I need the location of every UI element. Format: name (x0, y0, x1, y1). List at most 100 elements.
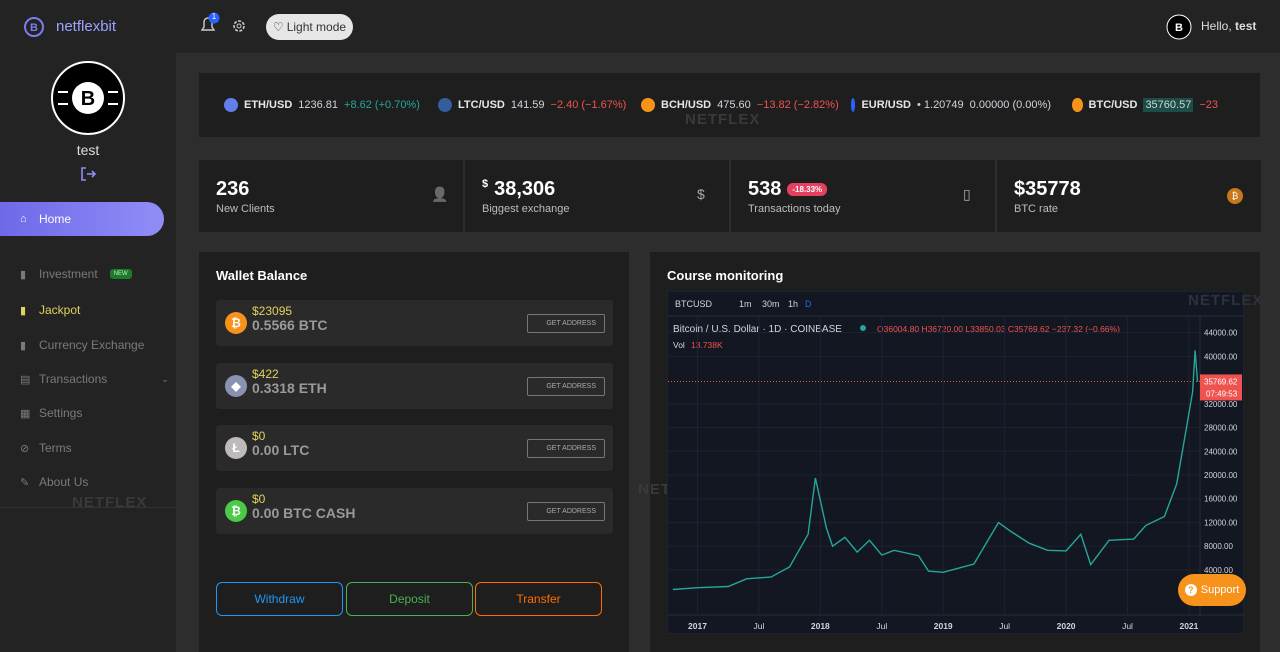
ticker-price: 1236.81 (298, 99, 339, 111)
ticker-change: −23 (1199, 99, 1218, 111)
price-chart: BTCUSD Bitcoin / U.S. Dollar · 1D · COIN… (667, 291, 1244, 634)
topbar: 1 ♡ Light mode B Hello, test (176, 0, 1280, 53)
notification-count: 1 (211, 12, 217, 21)
svg-text:B: B (1175, 22, 1183, 34)
ticker-item[interactable]: LTC/USD 141.59 −2.40 (−1.67%) (438, 98, 626, 112)
y-tick-label: 32000.00 (1204, 400, 1238, 409)
support-label: Support (1200, 584, 1240, 596)
get-address-button[interactable]: GET ADDRESS (527, 439, 605, 458)
svg-text:B: B (81, 88, 95, 110)
ticker-symbol: ETH/USD (244, 99, 293, 111)
ticker-icon (1072, 98, 1083, 112)
wallet-amount: 0.00 BTC CASH (252, 505, 356, 521)
wallet-amount: 0.3318 ETH (252, 380, 327, 396)
x-tick-label: Jul (1122, 621, 1133, 631)
ticker-icon (641, 98, 655, 112)
wallet-usd: $422 (252, 367, 279, 381)
menu-item[interactable]: ▤ Transactions ⌄ (20, 372, 169, 386)
course-title: Course monitoring (667, 268, 784, 283)
x-tick-label: 2018 (811, 621, 830, 631)
action-button[interactable]: Transfer (475, 582, 602, 616)
chart-symbol: BTCUSD (675, 299, 713, 309)
x-tick-label: 2019 (934, 621, 953, 631)
ticker-item[interactable]: BTC/USD 35760.57 −23 (1072, 98, 1218, 112)
support-button[interactable]: ? Support (1178, 574, 1246, 606)
menu-label: Home (39, 212, 72, 226)
stat-label: BTC rate (1014, 203, 1059, 215)
menu-item[interactable]: ▦ Settings (20, 406, 82, 420)
get-address-button[interactable]: GET ADDRESS (527, 377, 605, 396)
menu-item[interactable]: ▮ Investment NEW (20, 267, 132, 281)
price-tag: 35769.62 (1204, 377, 1238, 386)
get-address-button[interactable]: GET ADDRESS (527, 314, 605, 333)
watermark: NETFLEX (685, 111, 761, 128)
wallet-usd: $0 (252, 429, 266, 443)
menu-item[interactable]: ✎ About Us (20, 475, 88, 489)
menu-icon: ▮ (20, 304, 27, 317)
chart-legend-name: Bitcoin / U.S. Dollar · 1D · COINBASE (673, 324, 842, 335)
ticker-icon (224, 98, 238, 112)
wallet-item: Ł $0 0.00 LTC GET ADDRESS (216, 425, 613, 471)
stat-card: $35778 BTC rate ₿ (997, 160, 1261, 232)
menu-label: Terms (39, 441, 72, 455)
settings-icon[interactable] (232, 19, 246, 33)
y-tick-label: 8000.00 (1204, 542, 1233, 551)
x-tick-label: 2021 (1179, 621, 1198, 631)
stat-card: 236 New Clients 👤 (199, 160, 463, 232)
coin-icon: ◆ (225, 375, 247, 397)
menu-item[interactable]: ▮ Currency Exchange (20, 338, 144, 352)
action-button[interactable]: Deposit (346, 582, 473, 616)
ticker-item[interactable]: BCH/USD 475.60 −13.82 (−2.82%) (641, 98, 839, 112)
stat-value-row: $38,306 (482, 178, 555, 201)
menu-label: Transactions (39, 372, 108, 386)
menu-item[interactable]: ⊘ Terms (20, 441, 72, 455)
menu-badge: NEW (109, 269, 132, 279)
ticker-change: 0.00000 (0.00%) (969, 99, 1051, 111)
ticker-item[interactable]: ETH/USD 1236.81 +8.62 (+0.70%) (224, 98, 420, 112)
price-line (672, 350, 1199, 591)
stat-label: Biggest exchange (482, 203, 570, 215)
help-icon: ? (1184, 584, 1197, 596)
menu-label: Currency Exchange (39, 338, 145, 352)
greeting-text: Hello, (1201, 19, 1232, 33)
stat-value-row: 236 (216, 178, 249, 201)
ticker-price: • 1.20749 (916, 99, 964, 111)
user-avatar[interactable]: B (1166, 14, 1192, 40)
bell-icon[interactable] (198, 12, 222, 36)
ticker-price: 35760.57 (1143, 98, 1194, 112)
menu-item[interactable]: ▮ Jackpot (20, 303, 80, 317)
btc-icon: ₿ (1227, 188, 1243, 204)
wallet-amount: 0.00 LTC (252, 442, 310, 458)
avatar: B (51, 61, 125, 135)
watermark: NETFLEX (72, 494, 148, 511)
menu-item[interactable]: ⌂ Home (20, 212, 71, 226)
ticker-item[interactable]: EUR/USD • 1.20749 0.00000 (0.00%) (851, 98, 1051, 112)
x-tick-label: 2020 (1057, 621, 1076, 631)
chart-bg (667, 291, 1244, 634)
action-button[interactable]: Withdraw (216, 582, 343, 616)
menu-icon: ▮ (20, 268, 27, 281)
menu-active[interactable] (0, 202, 164, 236)
stat-icon: $ (697, 186, 705, 202)
menu-icon: ⊘ (20, 442, 30, 455)
brand-name: netflexbit (56, 18, 117, 35)
ticker-symbol: EUR/USD (861, 99, 911, 111)
x-tick-label: Jul (999, 621, 1010, 631)
price-tag-bg (1200, 374, 1242, 401)
interval-button: D (805, 299, 812, 309)
ticker-change: −13.82 (−2.82%) (756, 99, 839, 111)
greeting-user: test (1235, 19, 1257, 33)
ticker-change: −2.40 (−1.67%) (550, 99, 627, 111)
stat-badge: -18.33% (787, 183, 828, 196)
menu-label: Investment (39, 267, 98, 281)
get-address-button[interactable]: GET ADDRESS (527, 502, 605, 521)
y-tick-label: 24000.00 (1204, 447, 1238, 456)
coin-icon: Ł (225, 437, 247, 459)
interval-button: 1h (788, 299, 798, 309)
chart-ohlc: O36004.80 H36720.00 L33850.03 C35769.62 … (877, 324, 1120, 334)
stat-value: 538 (748, 178, 782, 200)
logout-icon[interactable] (80, 166, 96, 182)
light-mode-toggle[interactable]: ♡ Light mode (266, 14, 353, 40)
